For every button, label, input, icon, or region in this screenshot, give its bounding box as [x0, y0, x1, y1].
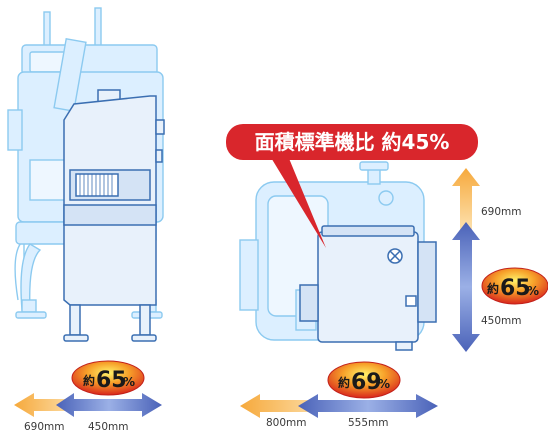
left-badge-suffix: % [123, 375, 135, 389]
right-old-depth-label: 690mm [481, 206, 522, 218]
compact-machine-side [63, 89, 165, 342]
right-side-badge-number: 65 [500, 276, 531, 301]
right-old-width-arrow [240, 394, 330, 418]
right-old-width-label: 800mm [266, 417, 307, 429]
right-bottom-badge-number: 69 [351, 370, 382, 395]
right-new-width-label: 555mm [348, 417, 389, 429]
left-new-dimension-arrow [56, 393, 162, 417]
left-badge-number: 65 [96, 368, 127, 393]
left-side-view: 690mm 450mm 約 65 % [7, 7, 165, 433]
left-new-dimension-label: 450mm [88, 421, 129, 433]
right-new-width-arrow [298, 394, 438, 418]
right-bottom-badge-prefix: 約 [338, 375, 350, 390]
right-bottom-badge-suffix: % [378, 377, 390, 391]
right-side-reduction-badge: 約 65 % [481, 267, 548, 305]
right-new-depth-label: 450mm [481, 315, 522, 327]
left-badge-prefix: 約 [83, 373, 95, 388]
area-comparison-banner: 面積標準機比 約45% [226, 124, 478, 248]
right-old-depth-arrow [452, 168, 480, 232]
right-side-badge-prefix: 約 [487, 281, 499, 296]
left-old-dimension-arrow [14, 393, 80, 417]
right-side-badge-suffix: % [527, 284, 539, 298]
right-top-view: 面積標準機比 約45% 690mm 450mm 約 65 % 800mm 555… [226, 124, 548, 429]
right-bottom-reduction-badge: 約 69 % [327, 361, 401, 399]
right-new-depth-arrow [452, 222, 480, 352]
banner-text: 面積標準機比 約45% [255, 130, 450, 154]
left-reduction-badge: 約 65 % [71, 360, 145, 396]
compact-machine-top [299, 225, 437, 351]
left-old-dimension-label: 690mm [24, 421, 65, 433]
